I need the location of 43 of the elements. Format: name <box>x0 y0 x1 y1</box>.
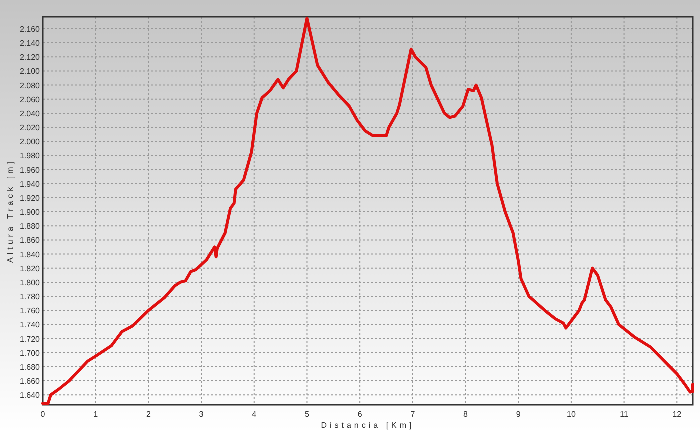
x-tick-label: 4 <box>252 410 258 419</box>
y-tick-label: 1.760 <box>20 306 41 316</box>
y-tick-label: 2.000 <box>20 138 41 147</box>
line-series <box>42 16 694 406</box>
x-tick-label: 8 <box>464 410 469 419</box>
y-tick-label: 2.120 <box>20 53 41 62</box>
y-tick-label: 2.080 <box>20 81 41 90</box>
x-tick-label: 12 <box>672 410 682 419</box>
y-tick-label: 1.960 <box>20 166 41 175</box>
y-tick-label: 2.040 <box>20 109 41 118</box>
x-tick-label: 2 <box>146 410 152 419</box>
x-axis-title: Distancia [Km] <box>321 421 415 430</box>
y-tick-label: 2.140 <box>20 39 41 48</box>
y-tick-label: 2.100 <box>20 67 41 76</box>
x-tick-label: 3 <box>199 410 204 419</box>
y-tick-label: 1.800 <box>20 278 41 288</box>
x-tick-label: 5 <box>305 410 310 419</box>
y-tick-label: 1.780 <box>20 292 41 302</box>
x-tick-label: 1 <box>94 410 99 419</box>
y-tick-label: 2.020 <box>20 124 41 133</box>
x-tick-label: 10 <box>567 410 576 419</box>
y-tick-label: 1.840 <box>20 250 41 260</box>
y-tick-label: 1.980 <box>20 152 41 161</box>
y-tick-label: 1.740 <box>20 320 41 330</box>
y-tick-label: 2.060 <box>20 95 41 104</box>
y-axis-title: Altura Track [m] <box>6 158 15 264</box>
x-tick-label: 9 <box>516 410 522 419</box>
y-tick-label: 1.640 <box>20 391 41 400</box>
x-tick-label: 11 <box>620 410 629 419</box>
y-tick-label: 1.660 <box>20 377 41 386</box>
x-tick-label: 0 <box>40 410 46 419</box>
x-tick-label: 7 <box>410 410 416 419</box>
y-tick-label: 2.160 <box>20 24 41 34</box>
y-tick-label: 1.820 <box>20 264 41 274</box>
y-tick-label: 1.940 <box>20 180 41 189</box>
y-tick-label: 1.880 <box>20 222 41 232</box>
y-tick-label: 1.680 <box>20 362 41 372</box>
y-tick-label: 1.860 <box>20 236 41 246</box>
y-tick-label: 1.900 <box>20 208 41 218</box>
y-tick-label: 1.920 <box>20 194 41 203</box>
x-tick-label: 6 <box>358 410 363 419</box>
y-tick-label: 1.720 <box>20 334 41 344</box>
y-tick-label: 1.700 <box>20 348 41 358</box>
